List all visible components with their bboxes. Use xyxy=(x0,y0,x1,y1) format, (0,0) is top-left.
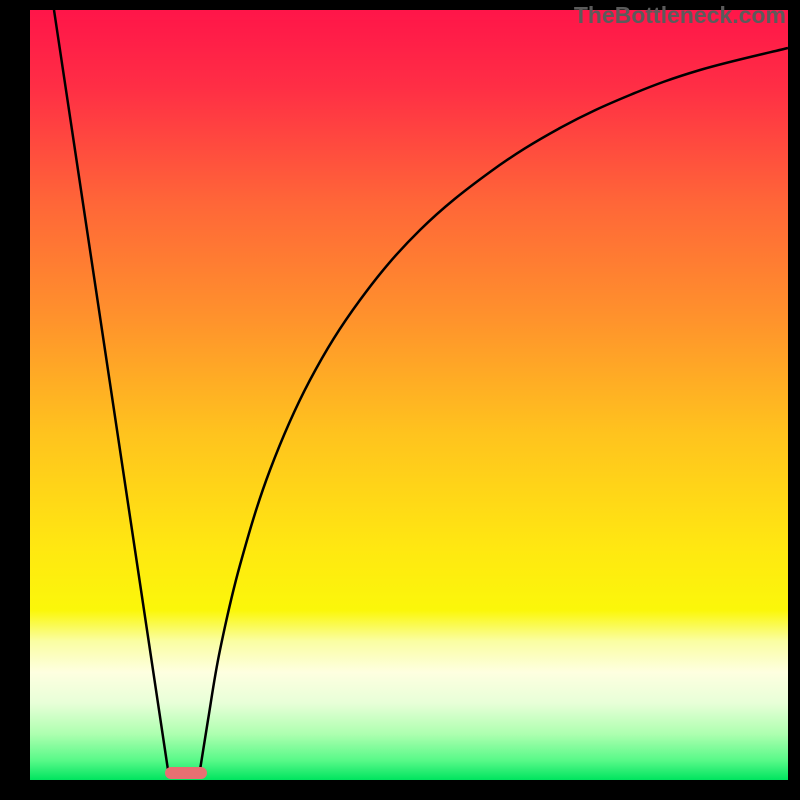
curve-right-curve xyxy=(200,48,788,770)
curve-left-line xyxy=(54,10,168,770)
watermark-text: TheBottleneck.com xyxy=(574,2,786,29)
bottleneck-marker xyxy=(165,767,207,779)
curves-svg xyxy=(30,10,788,780)
chart-container xyxy=(30,10,788,780)
